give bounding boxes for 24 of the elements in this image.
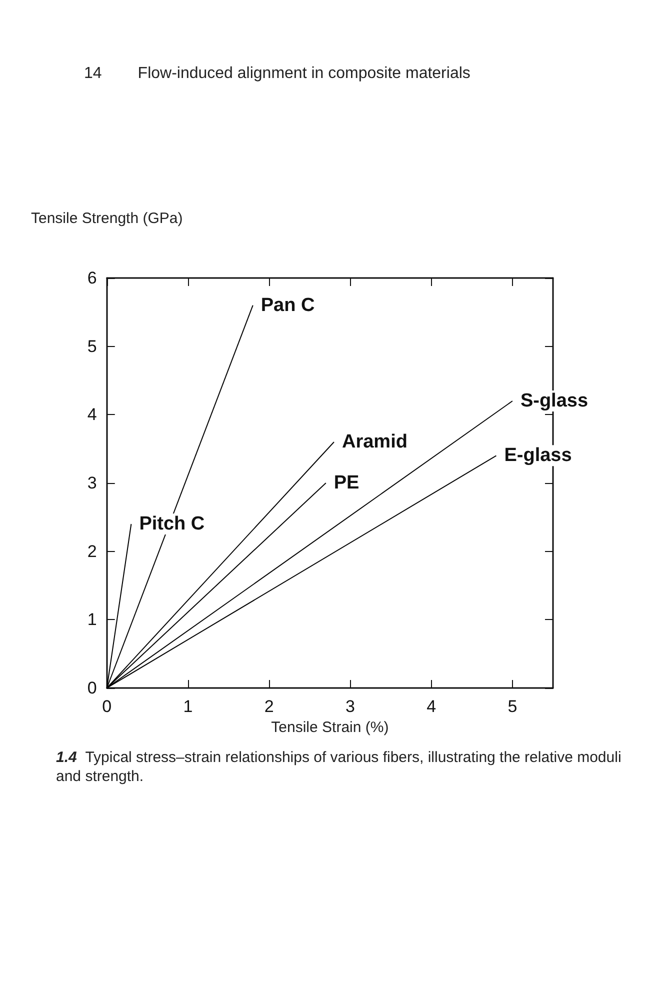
series-label: Pitch C <box>139 514 205 534</box>
x-tick-label: 3 <box>345 697 355 716</box>
y-tick-label: 5 <box>87 336 97 356</box>
text: 14 <box>84 65 102 83</box>
x-tick-label: 0 <box>102 697 112 716</box>
x-tick-label: 2 <box>264 697 274 716</box>
y-tick-label: 2 <box>87 542 97 561</box>
x-axis-title: Tensile Strain (%) <box>271 718 389 736</box>
x-tick-label: 4 <box>426 697 436 716</box>
y-axis-title: Tensile Strength (GPa) <box>30 210 183 227</box>
series-label: Aramid <box>342 432 408 452</box>
series-label: Pan C <box>260 294 315 316</box>
y-tick-label: 4 <box>87 405 97 424</box>
series-label: E-glass <box>504 445 572 466</box>
y-tick-label: 6 <box>87 268 97 288</box>
text: Flow-induced alignment in composite materials <box>138 65 470 83</box>
x-tick-label: 1 <box>183 697 193 716</box>
series-label: PE <box>334 472 360 494</box>
x-tick-label: 5 <box>508 697 518 716</box>
series-label: S-glass <box>520 390 588 412</box>
y-tick-label: 1 <box>87 610 97 630</box>
y-tick-label: 3 <box>87 474 97 492</box>
y-tick-label: 0 <box>87 678 97 698</box>
text: 1.4 Typical stress–strain relationships of various fibers, illustrating the relative moduli and strength. <box>56 749 622 785</box>
